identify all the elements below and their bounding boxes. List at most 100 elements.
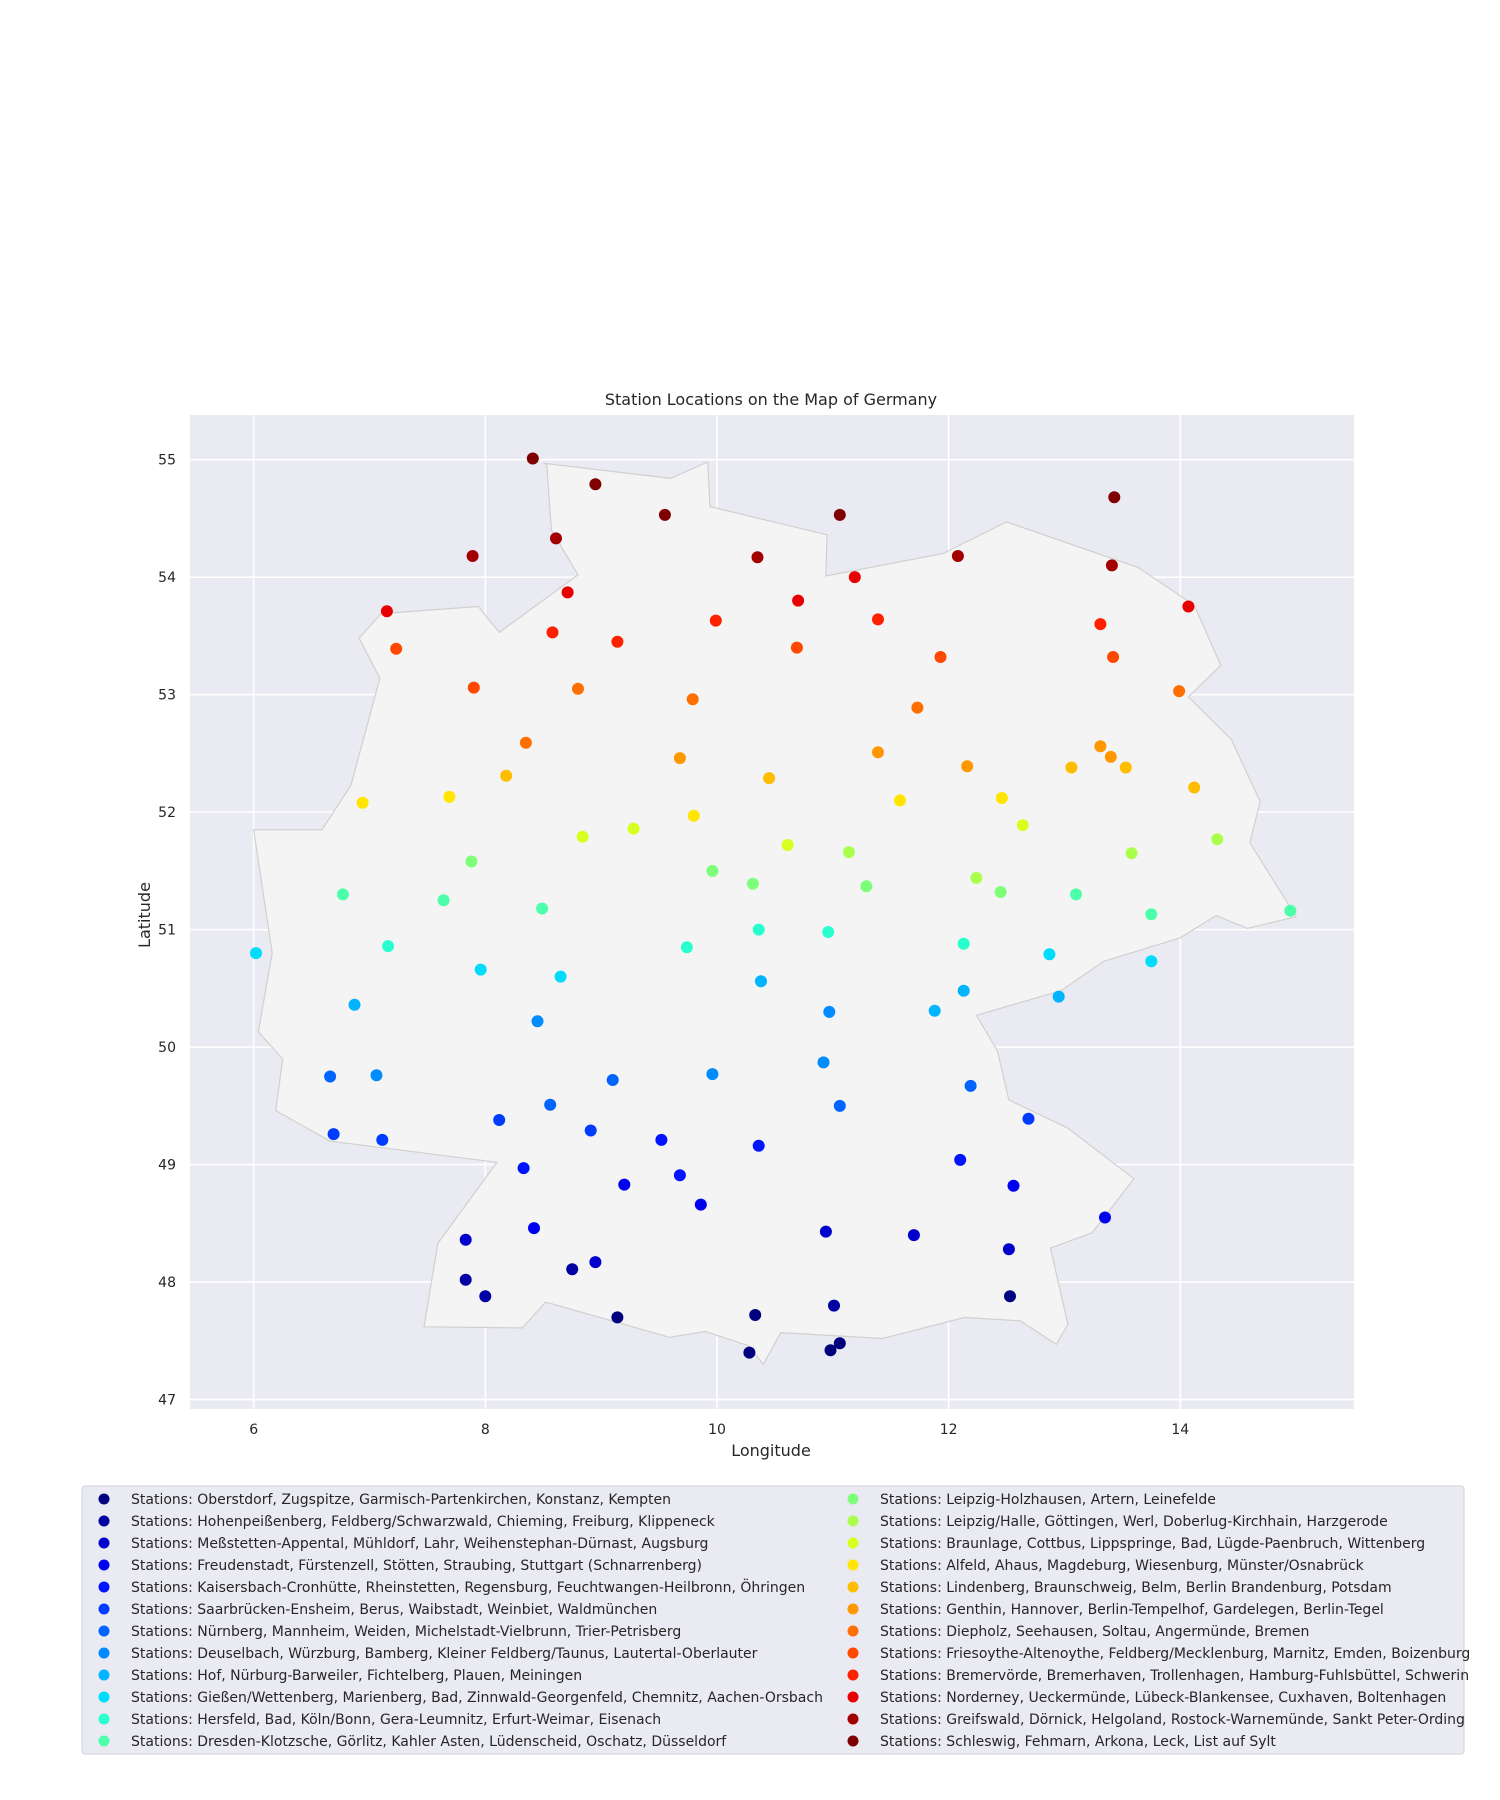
- station-point: [1119, 761, 1132, 774]
- legend-label: Stations: Gießen/Wettenberg, Marienberg,…: [131, 1690, 823, 1706]
- station-point: [970, 871, 983, 884]
- station-point: [1052, 990, 1065, 1003]
- y-tick-label: 51: [158, 923, 176, 939]
- y-tick-label: 53: [158, 688, 176, 704]
- station-point: [1070, 888, 1082, 901]
- station-point: [467, 681, 480, 694]
- station-point: [817, 1056, 830, 1069]
- station-point: [390, 642, 403, 655]
- station-point: [658, 508, 671, 521]
- station-point: [752, 923, 765, 936]
- station-point: [833, 1337, 846, 1350]
- station-point: [833, 1099, 846, 1112]
- station-point: [755, 975, 767, 988]
- legend-marker: [847, 1515, 859, 1527]
- legend-marker: [98, 1581, 110, 1593]
- legend-marker: [847, 1581, 859, 1593]
- station-point: [370, 1069, 383, 1082]
- station-point: [994, 886, 1007, 898]
- legend-label: Stations: Hof, Nürburg-Barweiler, Fichte…: [131, 1668, 582, 1684]
- y-tick-label: 54: [158, 570, 176, 586]
- station-point: [459, 1233, 472, 1246]
- station-point: [519, 736, 532, 749]
- station-point: [437, 894, 450, 907]
- station-point: [1125, 847, 1138, 860]
- station-point: [823, 1005, 836, 1018]
- station-point: [995, 792, 1008, 804]
- station-point: [781, 839, 794, 851]
- station-point: [1099, 1211, 1111, 1224]
- station-point: [382, 940, 395, 953]
- legend-marker: [847, 1691, 859, 1703]
- data-points: [250, 452, 1297, 1359]
- x-axis-label: Longitude: [731, 1441, 811, 1460]
- station-point: [680, 941, 693, 954]
- station-point: [250, 947, 262, 960]
- x-tick-labels: 6 8 10 12 14: [249, 1422, 1189, 1438]
- y-tick-label: 52: [158, 805, 176, 821]
- station-point: [843, 846, 855, 859]
- station-point: [706, 864, 719, 877]
- station-point: [751, 551, 764, 564]
- legend-label: Stations: Hersfeld, Bad, Köln/Bonn, Gera…: [131, 1712, 661, 1728]
- station-point: [872, 613, 884, 626]
- legend-marker: [98, 1625, 110, 1637]
- station-point: [611, 635, 624, 648]
- station-point: [833, 508, 846, 521]
- station-point: [694, 1198, 707, 1211]
- legend-marker: [847, 1625, 859, 1637]
- germany-outline: [253, 461, 1298, 1366]
- y-tick-label: 49: [158, 1158, 176, 1174]
- station-point: [493, 1114, 506, 1126]
- x-tick-label: 8: [481, 1422, 490, 1438]
- legend-label: Stations: Saarbrücken-Ensheim, Berus, Wa…: [131, 1602, 657, 1618]
- station-point: [474, 963, 487, 976]
- legend-label: Stations: Deuselbach, Würzburg, Bamberg,…: [131, 1646, 758, 1662]
- station-point: [566, 1263, 579, 1276]
- station-point: [544, 1098, 557, 1111]
- legend-marker: [98, 1691, 110, 1703]
- station-point: [550, 532, 562, 545]
- legend: Stations: Oberstdorf, Zugspitze, Garmisc…: [81, 1485, 1470, 1755]
- station-point: [819, 1225, 832, 1238]
- legend-marker: [98, 1669, 110, 1681]
- station-point: [872, 746, 884, 759]
- legend-label: Stations: Hohenpeißenberg, Feldberg/Schw…: [131, 1514, 716, 1530]
- legend-marker: [98, 1603, 110, 1615]
- y-tick-label: 48: [158, 1275, 176, 1291]
- station-point: [584, 1124, 597, 1137]
- station-point: [526, 452, 539, 465]
- station-point: [1107, 651, 1120, 663]
- station-point: [1104, 750, 1117, 763]
- station-point: [561, 586, 574, 599]
- legend-label: Stations: Leipzig/Halle, Göttingen, Werl…: [880, 1514, 1388, 1530]
- station-point: [1004, 1290, 1016, 1303]
- station-point: [709, 614, 722, 627]
- station-point: [466, 550, 479, 562]
- y-tick-label: 47: [158, 1393, 176, 1409]
- station-point: [589, 1256, 602, 1269]
- station-point: [1188, 781, 1201, 794]
- legend-marker: [847, 1537, 859, 1549]
- legend-label: Stations: Schleswig, Fehmarn, Arkona, Le…: [880, 1734, 1276, 1750]
- station-point: [790, 641, 803, 654]
- station-point: [1043, 948, 1056, 961]
- station-point: [907, 1229, 920, 1242]
- station-point: [479, 1290, 492, 1303]
- legend-label: Stations: Nürnberg, Mannheim, Weiden, Mi…: [131, 1624, 681, 1640]
- station-point: [336, 888, 349, 901]
- station-point: [749, 1309, 762, 1321]
- legend-label: Stations: Greifswald, Dörnick, Helgoland…: [880, 1712, 1465, 1728]
- y-axis-label: Latitude: [135, 882, 154, 948]
- station-point: [848, 571, 861, 584]
- chart-title: Station Locations on the Map of Germany: [605, 390, 937, 409]
- station-point: [1105, 559, 1118, 572]
- station-point: [1065, 761, 1078, 774]
- station-point: [951, 550, 964, 562]
- station-point: [380, 605, 393, 618]
- station-point: [324, 1070, 337, 1083]
- legend-label: Stations: Kaisersbach-Cronhütte, Rheinst…: [131, 1578, 805, 1596]
- station-point: [459, 1273, 472, 1286]
- legend-marker: [98, 1559, 110, 1571]
